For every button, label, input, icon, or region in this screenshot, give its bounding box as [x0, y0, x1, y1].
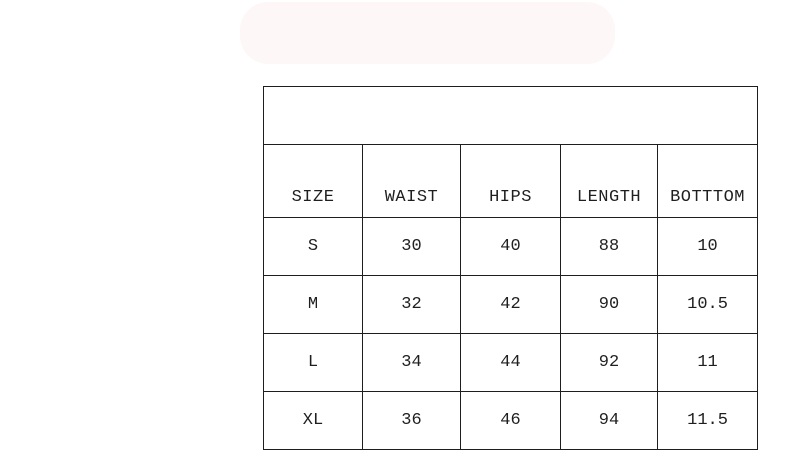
cell-size: L — [263, 333, 363, 392]
cell-waist: 34 — [362, 333, 461, 392]
cell-size: XL — [263, 391, 363, 450]
cell-bottom: 11 — [656, 333, 759, 392]
cell-length: 94 — [560, 391, 658, 450]
cell-bottom: 10.5 — [656, 275, 759, 334]
cell-size: S — [263, 217, 363, 276]
cell-bottom: 11.5 — [656, 391, 759, 450]
cell-waist: 36 — [362, 391, 461, 450]
cell-hips: 42 — [460, 275, 561, 334]
size-chart-table: SIZE WAIST HIPS LENGTH BOTTTOM S 30 40 8… — [262, 86, 759, 450]
cell-size: M — [263, 275, 363, 334]
cell-length: 90 — [560, 275, 658, 334]
table-row-l: L 34 44 92 11 — [263, 333, 759, 392]
faint-watermark-blob — [240, 2, 615, 64]
table-row-m: M 32 42 90 10.5 — [263, 275, 759, 334]
cell-hips: 46 — [460, 391, 561, 450]
table-row-s: S 30 40 88 10 — [263, 217, 759, 276]
cell-waist: 30 — [362, 217, 461, 276]
cell-length: 92 — [560, 333, 658, 392]
empty-title-band-row — [262, 86, 759, 145]
table-row-xl: XL 36 46 94 11.5 — [263, 391, 759, 450]
cell-hips: 44 — [460, 333, 561, 392]
column-header-size: SIZE — [263, 144, 363, 218]
column-header-length: LENGTH — [560, 144, 658, 218]
cell-hips: 40 — [460, 217, 561, 276]
empty-title-band — [262, 86, 759, 145]
cell-bottom: 10 — [656, 217, 759, 276]
column-header-bottom: BOTTTOM — [656, 144, 759, 218]
cell-length: 88 — [560, 217, 658, 276]
column-header-waist: WAIST — [362, 144, 461, 218]
header-row: SIZE WAIST HIPS LENGTH BOTTTOM — [263, 144, 759, 218]
column-header-hips: HIPS — [460, 144, 561, 218]
cell-waist: 32 — [362, 275, 461, 334]
